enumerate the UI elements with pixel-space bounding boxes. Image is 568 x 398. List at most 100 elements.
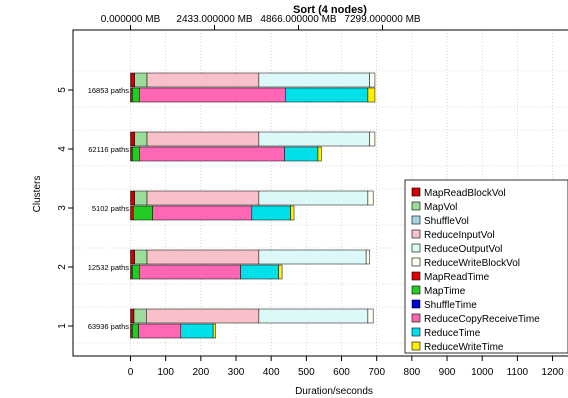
bar-segment-MapReadTime	[130, 205, 134, 221]
bar-segment-ReduceTime	[284, 146, 319, 162]
legend-label: MapTime	[424, 286, 466, 297]
legend-swatch-MapReadTime	[411, 271, 421, 281]
chart-title: Sort (4 nodes)	[293, 4, 367, 16]
bar-segment-ReduceOutputVol	[258, 249, 367, 265]
legend-label: MapReadBlockVol	[424, 188, 506, 199]
top-tick-label: 0.000000 MB	[101, 14, 161, 25]
legend-swatch-ReduceTime	[411, 327, 421, 337]
bar-segment-ReduceTime	[240, 264, 279, 280]
bar-segment-ReduceInputVol	[146, 131, 260, 147]
bar-segment-MapVol	[134, 249, 148, 265]
bar-segment-ReduceCopyReceiveTime	[138, 323, 182, 339]
legend-label: ReduceInputVol	[424, 230, 495, 241]
y-tick-label: 2	[57, 264, 68, 270]
y-tick-label: 1	[57, 323, 68, 329]
bar-segment-MapReadTime	[130, 323, 133, 339]
legend-label: ReduceTime	[424, 328, 481, 339]
bar-segment-MapTime	[132, 146, 140, 162]
legend-label: ShuffleTime	[424, 300, 477, 311]
bar-segment-ReduceTime	[284, 87, 369, 103]
bar-segment-MapReadTime	[130, 87, 133, 103]
x-tick-label: 500	[298, 367, 315, 378]
y-axis: 1 63936 paths 2 12532 paths 3 5102 paths 4 6211…	[57, 86, 129, 331]
bar-segment-ReduceCopyReceiveTime	[139, 87, 286, 103]
legend-label: ReduceCopyReceiveTime	[424, 314, 540, 325]
bar-segment-ReduceOutputVol	[258, 308, 369, 324]
x-tick-label: 300	[228, 367, 245, 378]
bar-segment-ReduceWriteBlockVol	[365, 249, 370, 265]
top-axis: 0.000000 MB 2433.000000 MB 4866.000000 MB 7…	[101, 14, 421, 30]
paths-label: 62116 paths	[88, 145, 129, 154]
bar-segment-MapReadBlockVol	[130, 249, 135, 265]
bar-segment-MapVol	[134, 190, 148, 206]
legend-swatch-ReduceWriteTime	[411, 341, 421, 351]
bar-segment-MapReadBlockVol	[130, 308, 135, 324]
bar-segment-MapReadTime	[130, 146, 133, 162]
x-tick-label: 100	[157, 367, 174, 378]
bar-segment-ReduceWriteTime	[212, 323, 216, 339]
paths-label: 63936 paths	[88, 322, 130, 331]
bar-segment-ReduceInputVol	[146, 249, 260, 265]
x-tick-label: 800	[404, 367, 421, 378]
legend-swatch-ReduceOutputVol	[411, 243, 421, 253]
bar-segment-MapVol	[133, 308, 147, 324]
paths-label: 16853 paths	[88, 86, 130, 95]
bar-segment-ReduceWriteBlockVol	[367, 308, 374, 324]
top-tick-label: 2433.000000 MB	[176, 14, 253, 25]
bar-segment-MapReadBlockVol	[130, 131, 135, 147]
bars	[130, 72, 376, 339]
bar-segment-ReduceInputVol	[146, 190, 260, 206]
x-tick-label: 600	[333, 367, 350, 378]
bar-segment-ReduceWriteTime	[317, 146, 322, 162]
legend-label: ReduceWriteTime	[424, 342, 504, 353]
bar-segment-ReduceOutputVol	[258, 131, 370, 147]
y-tick-label: 4	[57, 146, 68, 152]
legend-label: MapReadTime	[424, 272, 490, 283]
x-tick-label: 1100	[507, 367, 529, 378]
bar-segment-ReduceWriteTime	[367, 87, 376, 103]
x-tick-label: 1200	[541, 367, 564, 378]
x-tick-label: 400	[263, 367, 280, 378]
bar-segment-ReduceWriteBlockVol	[367, 190, 374, 206]
legend-label: ReduceOutputVol	[424, 244, 502, 255]
bar-segment-ReduceWriteBlockVol	[369, 72, 376, 88]
x-tick-label: 0	[128, 367, 134, 378]
y-axis-label: Clusters	[32, 176, 43, 213]
x-axis: 0 100 200 300 400 500 600 700 800 900 1000 1100 1200	[128, 356, 564, 378]
bar-segment-ReduceInputVol	[146, 308, 260, 324]
bar-segment-MapTime	[132, 264, 140, 280]
bar-segment-ReduceCopyReceiveTime	[139, 264, 241, 280]
bar-segment-ReduceCopyReceiveTime	[139, 146, 285, 162]
paths-label: 5102 paths	[92, 204, 129, 213]
legend-swatch-ShuffleVol	[411, 215, 421, 225]
bar-segment-ReduceOutputVol	[258, 190, 369, 206]
bar-segment-ReduceTime	[180, 323, 214, 339]
legend-swatch-MapTime	[411, 285, 421, 295]
legend-label: ShuffleVol	[424, 216, 469, 227]
bar-segment-MapReadTime	[130, 264, 133, 280]
bar-segment-ReduceOutputVol	[258, 72, 370, 88]
plot-frame	[72, 29, 568, 357]
bar-segment-MapTime	[132, 87, 140, 103]
bar-segment-ReduceWriteTime	[290, 205, 295, 221]
bar-segment-MapReadBlockVol	[130, 72, 135, 88]
top-tick-label: 7299.000000 MB	[344, 14, 421, 25]
paths-label: 12532 paths	[88, 263, 130, 272]
x-tick-label: 1000	[471, 367, 494, 378]
legend-swatch-ShuffleTime	[411, 299, 421, 309]
legend-swatch-ReduceCopyReceiveTime	[411, 313, 421, 323]
y-tick-label: 3	[57, 205, 68, 211]
x-tick-label: 700	[368, 367, 385, 378]
bar-segment-ReduceTime	[251, 205, 291, 221]
x-tick-label: 200	[192, 367, 209, 378]
bar-segment-MapVol	[134, 131, 148, 147]
legend-swatch-ReduceWriteBlockVol	[411, 257, 421, 267]
legend-box	[404, 179, 568, 354]
bar-segment-ReduceInputVol	[146, 72, 260, 88]
x-axis-label: Duration/seconds	[295, 386, 373, 397]
legend-swatch-ReduceInputVol	[411, 229, 421, 239]
y-tick-label: 5	[57, 87, 68, 93]
bar-segment-ReduceWriteTime	[278, 264, 283, 280]
bar-segment-MapReadBlockVol	[130, 190, 135, 206]
